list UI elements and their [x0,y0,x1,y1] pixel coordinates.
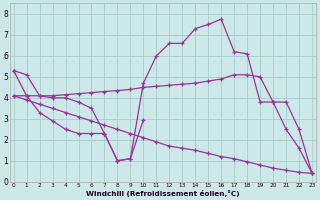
X-axis label: Windchill (Refroidissement éolien,°C): Windchill (Refroidissement éolien,°C) [86,190,240,197]
